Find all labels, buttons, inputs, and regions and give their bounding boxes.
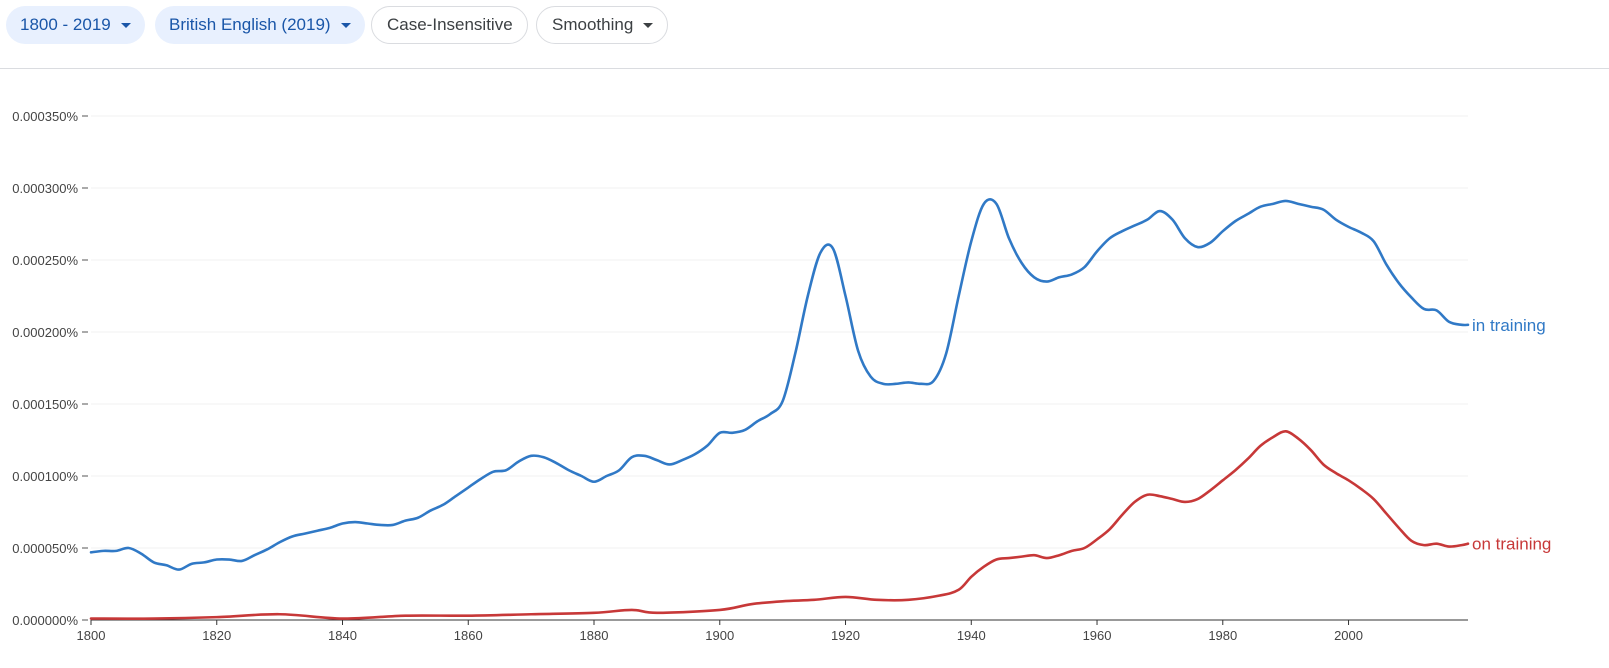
y-tick-label: 0.000150% — [12, 397, 78, 412]
toolbar: 1800 - 2019 British English (2019) Case-… — [0, 0, 1609, 69]
series-line-in-training[interactable] — [89, 198, 1470, 571]
x-tick-label: 1980 — [1208, 628, 1237, 643]
y-tick-label: 0.000300% — [12, 181, 78, 196]
smoothing-label: Smoothing — [552, 15, 634, 34]
caret-down-icon — [120, 22, 131, 28]
y-tick-label: 0.000350% — [12, 109, 78, 124]
x-tick-label: 1820 — [202, 628, 231, 643]
axes: 0.000000% 0.000050% 0.000100% 0.000150% 0.00… — [12, 109, 1468, 643]
x-tick-label: 1960 — [1083, 628, 1112, 643]
case-insensitive-toggle[interactable]: Case-Insensitive — [371, 6, 528, 44]
y-tick-label: 0.000250% — [12, 253, 78, 268]
caret-down-icon — [643, 22, 654, 28]
gridlines — [91, 115, 1468, 549]
x-tick-label: 2000 — [1334, 628, 1363, 643]
y-tick-label: 0.000200% — [12, 325, 78, 340]
year-range-label: 1800 - 2019 — [20, 15, 111, 34]
series-label-in-training: in training — [1472, 316, 1546, 335]
x-tick-label: 1860 — [454, 628, 483, 643]
series-label-on-training: on training — [1472, 535, 1551, 554]
y-tick-label: 0.000100% — [12, 469, 78, 484]
caret-down-icon — [340, 22, 351, 28]
corpus-dropdown[interactable]: British English (2019) — [155, 6, 365, 44]
y-tick-label: 0.000000% — [12, 613, 78, 628]
series-line-on-training[interactable] — [89, 430, 1470, 620]
x-tick-label: 1900 — [705, 628, 734, 643]
corpus-label: British English (2019) — [169, 15, 331, 34]
x-tick-label: 1940 — [957, 628, 986, 643]
x-tick-label: 1880 — [580, 628, 609, 643]
y-tick-label: 0.000050% — [12, 541, 78, 556]
case-insensitive-label: Case-Insensitive — [387, 15, 513, 34]
series-lines — [89, 198, 1470, 620]
x-tick-label: 1920 — [831, 628, 860, 643]
smoothing-dropdown[interactable]: Smoothing — [536, 6, 669, 44]
year-range-dropdown[interactable]: 1800 - 2019 — [6, 6, 145, 44]
x-tick-label: 1840 — [328, 628, 357, 643]
x-tick-label: 1800 — [77, 628, 106, 643]
series-labels: on training in training — [1472, 316, 1551, 554]
